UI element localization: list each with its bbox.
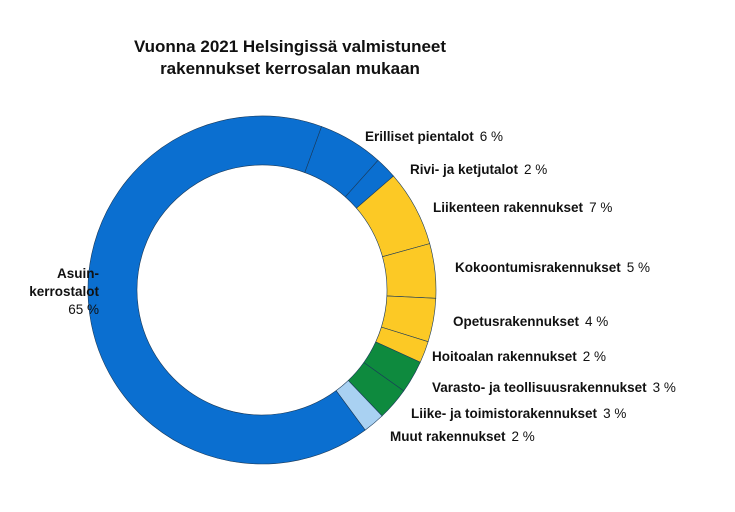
value-label: 2 %: [582, 349, 607, 364]
category-name: Hoitoalan rakennukset: [432, 349, 577, 364]
category-name: Rivi- ja ketjutalot: [410, 162, 519, 177]
category-name: Varasto- ja teollisuusrakennukset: [432, 380, 647, 395]
slice-label: Liikenteen rakennukset 7 %: [433, 199, 612, 217]
slice-label: Varasto- ja teollisuusrakennukset 3 %: [432, 379, 676, 397]
category-name: Muut rakennukset: [390, 429, 506, 444]
category-name: Opetusrakennukset: [453, 314, 580, 329]
value-label: 2 %: [511, 429, 535, 444]
slice: [87, 115, 366, 465]
category-name: Liikenteen rakennukset: [433, 200, 584, 215]
value-label: 3 %: [603, 406, 627, 421]
value-label: 65 %: [68, 302, 99, 317]
slice-label: Asuin- kerrostalot 65 %: [29, 265, 99, 319]
category-name: Erilliset pientalot: [365, 129, 474, 144]
category-name: Liike- ja toimistorakennukset: [411, 406, 598, 421]
slice-label: Rivi- ja ketjutalot 2 %: [410, 161, 547, 179]
category-name: Asuin- kerrostalot: [29, 266, 99, 299]
chart-title: Vuonna 2021 Helsingissä valmistuneet rak…: [133, 37, 447, 78]
slice-label: Kokoontumisrakennukset 5 %: [455, 259, 650, 277]
slice-label: Muut rakennukset 2 %: [390, 428, 535, 446]
slice-label: Liike- ja toimistorakennukset 3 %: [411, 405, 626, 423]
value-label: 4 %: [585, 314, 609, 329]
slice-label: Hoitoalan rakennukset 2 %: [432, 348, 606, 366]
value-label: 6 %: [479, 129, 504, 144]
category-name: Kokoontumisrakennukset: [455, 260, 621, 275]
slice-label: Erilliset pientalot 6 %: [365, 128, 503, 146]
slice-label: Opetusrakennukset 4 %: [453, 313, 608, 331]
value-label: 2 %: [524, 162, 548, 177]
value-label: 7 %: [589, 200, 613, 215]
value-label: 3 %: [652, 380, 676, 395]
value-label: 5 %: [626, 260, 651, 275]
